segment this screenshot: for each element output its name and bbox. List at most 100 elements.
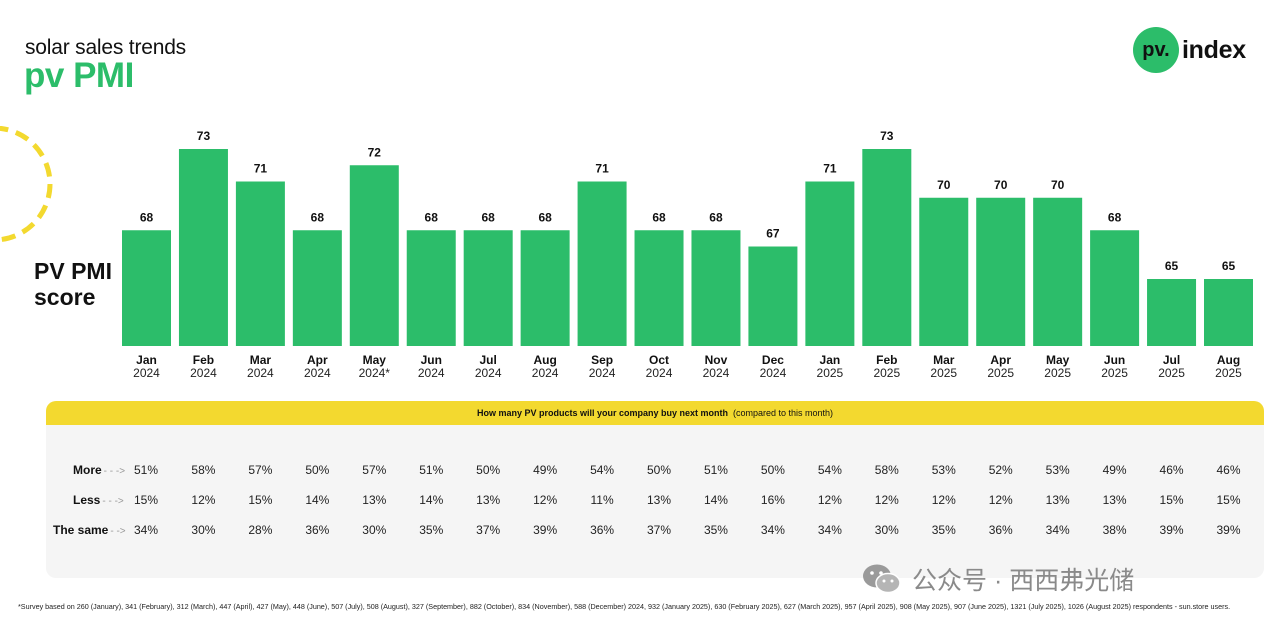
x-tick-year-1: 2024 [190,366,217,380]
table-cell: 57% [248,463,273,477]
row-label-more: More - - -> [73,463,125,477]
table-cell: 50% [647,463,672,477]
table-cell: 38% [1102,523,1127,537]
page-title: pv PMI [24,56,134,95]
bar-9 [634,230,684,346]
x-tick-year-8: 2024 [589,366,616,380]
watermark: 公众号 · 西西弗光储 [862,561,1134,597]
data-label-4: 72 [368,145,382,159]
bar-1 [178,149,228,346]
row-arrow: - -> [110,526,126,537]
x-tick-year-12: 2025 [817,366,844,380]
x-tick-month-6: Jul [480,353,497,367]
bar-2 [235,181,285,346]
data-label-18: 65 [1165,259,1179,273]
bar-15 [976,197,1026,346]
data-label-17: 68 [1108,210,1122,224]
table-cell: 53% [931,463,956,477]
x-tick-month-9: Oct [649,353,669,367]
data-label-10: 68 [709,210,723,224]
y-axis-label: PV PMI score [34,258,112,310]
x-tick-month-17: Jun [1104,353,1125,367]
table-cell: 50% [760,463,785,477]
data-label-11: 67 [766,227,780,241]
table-cell: 30% [191,523,216,537]
data-label-0: 68 [140,210,154,224]
bar-17 [1090,230,1140,346]
row-label-the-same: The same - -> [53,523,126,537]
table-cell: 12% [931,493,956,507]
data-label-12: 71 [823,162,837,176]
bar-4 [349,165,399,346]
x-tick-year-3: 2024 [304,366,331,380]
table-cell: 39% [1159,523,1184,537]
x-tick-month-14: Mar [933,353,955,367]
data-label-3: 68 [311,210,325,224]
table-cell: 36% [590,523,615,537]
table-cell: 49% [533,463,558,477]
table-cell: 12% [533,493,558,507]
table-cell: 50% [305,463,330,477]
x-tick-year-15: 2025 [987,366,1014,380]
x-tick-month-2: Mar [250,353,272,367]
data-label-1: 73 [197,129,211,143]
survey-question-header: How many PV products will your company b… [46,401,1264,425]
x-tick-month-18: Jul [1163,353,1180,367]
table-cell: 14% [419,493,444,507]
table-cell: 34% [760,523,785,537]
table-cell: 54% [817,463,842,477]
x-tick-year-2: 2024 [247,366,274,380]
table-cell: 51% [703,463,728,477]
y-axis-label-line1: PV PMI [34,258,112,284]
table-cell: 16% [760,493,785,507]
data-label-7: 68 [538,210,552,224]
data-label-19: 65 [1222,259,1236,273]
x-tick-year-7: 2024 [532,366,559,380]
row-label-less: Less - - -> [73,493,124,507]
table-cell: 35% [931,523,956,537]
decorative-dashed-circle [0,126,53,243]
data-label-6: 68 [482,210,496,224]
x-tick-month-8: Sep [591,353,613,367]
x-tick-year-6: 2024 [475,366,502,380]
table-cell: 39% [1216,523,1241,537]
logo-text: index [1182,35,1246,64]
x-tick-year-13: 2025 [873,366,900,380]
wechat-icon [863,564,901,594]
bar-18 [1147,279,1197,346]
x-tick-month-10: Nov [705,353,728,367]
row-label-text: Less [73,493,101,507]
x-tick-month-1: Feb [193,353,214,367]
pmi-bar-chart: 68Jan202473Feb202471Mar202468Apr202472Ma… [122,129,1253,380]
table-cell: 30% [362,523,387,537]
x-tick-year-4: 2024* [359,366,391,380]
bar-3 [292,230,342,346]
table-cell: 37% [647,523,672,537]
table-cell: 13% [1102,493,1127,507]
table-cell: 35% [419,523,444,537]
x-tick-year-10: 2024 [703,366,730,380]
table-cell: 51% [133,463,159,477]
x-tick-year-18: 2025 [1158,366,1185,380]
table-cell: 12% [817,493,842,507]
watermark-text: 公众号 · 西西弗光储 [912,567,1135,595]
x-tick-month-15: Apr [990,353,1011,367]
table-cell: 58% [191,463,216,477]
bar-6 [463,230,513,346]
table-cell: 37% [476,523,501,537]
bar-5 [406,230,456,346]
y-axis-label-line2: score [34,284,96,310]
x-tick-year-11: 2024 [760,366,787,380]
table-cell: 13% [362,493,387,507]
data-label-9: 68 [652,210,666,224]
bar-13 [862,149,912,346]
table-cell: 15% [1216,493,1241,507]
data-label-14: 70 [937,178,951,192]
table-cell: 46% [1216,463,1241,477]
x-tick-year-9: 2024 [646,366,673,380]
table-cell: 12% [191,493,216,507]
table-cell: 30% [874,523,899,537]
x-tick-month-16: May [1046,353,1070,367]
data-label-2: 71 [254,162,268,176]
table-cell: 57% [362,463,387,477]
